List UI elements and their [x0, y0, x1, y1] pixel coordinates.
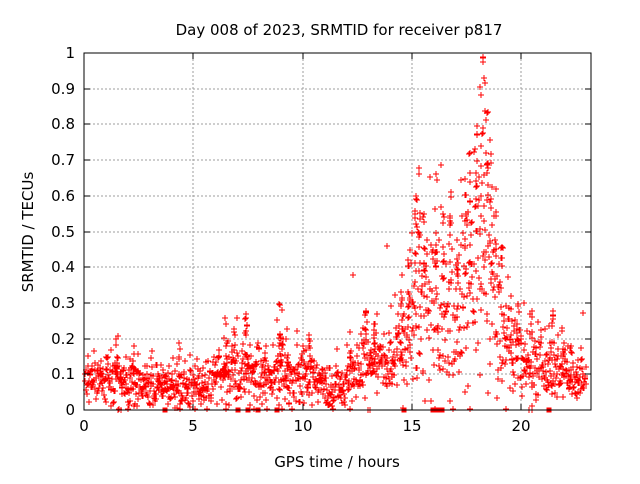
zero-square-markers	[162, 407, 552, 413]
y-tick-label: 0.1	[51, 365, 75, 383]
y-tick-label: 1	[65, 44, 75, 62]
y-tick-label: 0.4	[51, 258, 75, 276]
zero-dropout-markers	[162, 407, 552, 413]
y-tick-label: 0	[65, 401, 75, 419]
y-tick-label: 0.5	[51, 223, 75, 241]
y-tick-label: 0.8	[51, 115, 75, 133]
y-tick-label: 0.2	[51, 330, 75, 348]
x-tick-label: 20	[511, 417, 530, 435]
y-tick-label: 0.3	[51, 294, 75, 312]
axis-ticks	[83, 52, 591, 411]
x-tick-label: 15	[402, 417, 421, 435]
y-tick-label: 0.7	[51, 151, 75, 169]
x-tick-label: 5	[188, 417, 198, 435]
x-axis-label: GPS time / hours	[274, 453, 400, 471]
chart-title: Day 008 of 2023, SRMTID for receiver p81…	[176, 21, 503, 39]
y-axis-label: SRMTID / TECUs	[19, 172, 37, 293]
y-tick-label: 0.6	[51, 187, 75, 205]
y-tick-label: 0.9	[51, 80, 75, 98]
tick-labels: 0 5 10 15 20 0 0.1 0.2 0.3 0.4 0.5 0.6 0.7 0.8 0.9 1	[51, 44, 530, 435]
tick-marks	[83, 52, 591, 411]
x-tick-label: 10	[293, 417, 312, 435]
x-tick-label: 0	[79, 417, 89, 435]
